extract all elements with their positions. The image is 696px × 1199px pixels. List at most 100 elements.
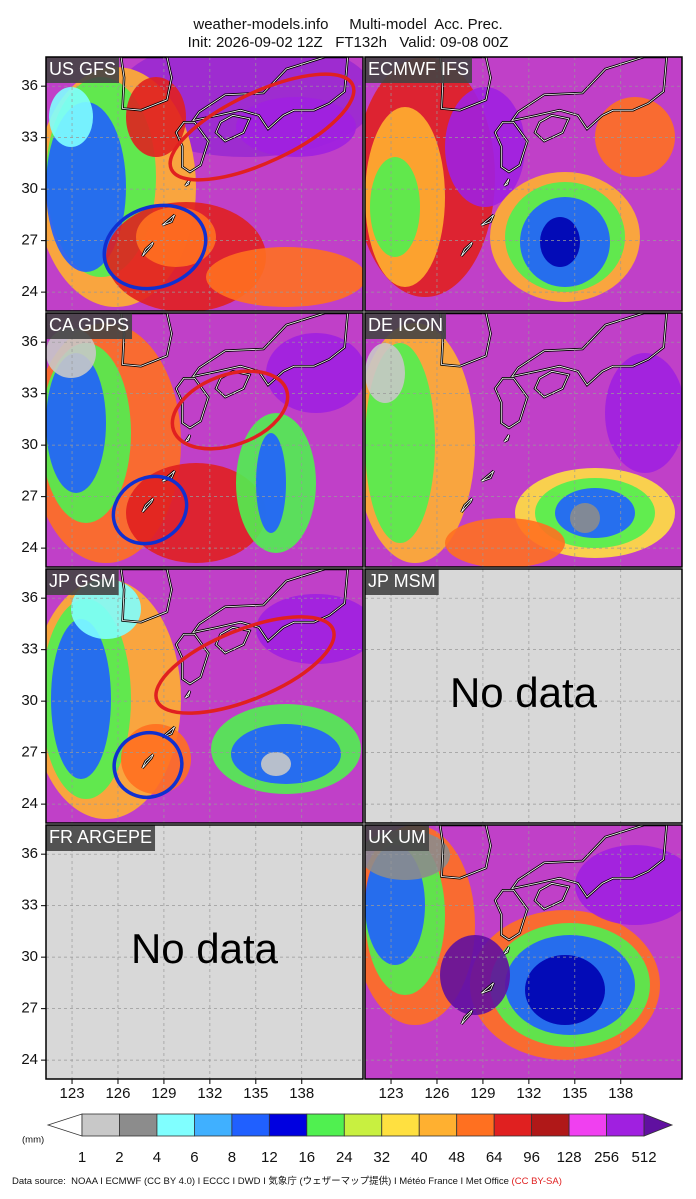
map-panel: UK UM 123 126 129 132 135 138 xyxy=(364,824,683,1102)
y-tick-label: 24 xyxy=(21,795,38,812)
colorbar-label: 32 xyxy=(373,1149,390,1166)
colorbar-label: 40 xyxy=(411,1149,428,1166)
precip-area xyxy=(370,157,420,257)
y-tick-label: 36 xyxy=(21,589,38,606)
colorbar-unit: (mm) xyxy=(22,1135,44,1146)
precip-area xyxy=(261,752,291,776)
coastline-halo xyxy=(439,825,491,879)
coastline-halo xyxy=(185,434,191,443)
panel-label-bg xyxy=(46,57,120,83)
panel-label: JP GSM xyxy=(49,571,116,591)
panel-label: UK UM xyxy=(368,827,426,847)
panel-content: US GFS xyxy=(46,57,363,311)
y-tick-label: 36 xyxy=(21,333,38,350)
field-base xyxy=(365,569,682,823)
precip-area xyxy=(525,955,605,1025)
x-tick-label: 138 xyxy=(608,1085,633,1102)
y-tick-label: 33 xyxy=(21,897,38,914)
panel-label: FR ARGEPE xyxy=(49,827,152,847)
panel-border xyxy=(45,56,364,312)
colorbar-bin xyxy=(343,1113,383,1137)
map-panel: CA GDPS 36 33 30 27 24 xyxy=(21,312,364,568)
coastline-halo xyxy=(142,498,154,513)
highlight-oval xyxy=(102,203,208,291)
coastline-halo xyxy=(185,178,191,187)
y-tick-label: 30 xyxy=(21,436,38,453)
x-tick-label: 123 xyxy=(379,1085,404,1102)
panel-border xyxy=(45,568,364,824)
y-tick-label: 24 xyxy=(21,283,38,300)
precip-area xyxy=(126,77,186,157)
no-data-text: No data xyxy=(450,669,598,716)
colorbar-label: 64 xyxy=(486,1149,503,1166)
coastline-halo xyxy=(534,370,570,398)
colorbar-label: 48 xyxy=(448,1149,465,1166)
coastline-halo xyxy=(494,889,528,941)
x-tick-label: 132 xyxy=(516,1085,541,1102)
coastline-halo xyxy=(175,121,209,173)
highlight-oval xyxy=(154,615,336,715)
y-tick-label: 36 xyxy=(21,845,38,862)
map-panel: DE ICON xyxy=(364,312,683,568)
panel-border xyxy=(364,568,683,824)
panel-border xyxy=(364,56,683,312)
precip-area xyxy=(126,463,266,563)
map-panel: No data FR ARGEPE 36 33 30 27 24 123 126 129 132 13… xyxy=(21,824,364,1102)
y-tick-label: 36 xyxy=(21,77,38,94)
y-tick-label: 27 xyxy=(21,1000,38,1017)
colorbar-end xyxy=(643,1113,674,1137)
panel-border xyxy=(45,312,364,568)
coastline-halo xyxy=(461,1010,473,1025)
data-source: Data source: NOAA I ECMWF (CC BY 4.0) I … xyxy=(12,1175,562,1187)
precip-area xyxy=(236,97,356,157)
coastline-halo xyxy=(185,690,191,699)
panel-label: CA GDPS xyxy=(49,315,129,335)
coastline-halo xyxy=(120,569,172,623)
precip-area xyxy=(256,433,286,533)
precip-area xyxy=(49,87,93,147)
colorbar-label: 256 xyxy=(594,1149,619,1166)
precip-area xyxy=(595,97,675,177)
highlight-oval xyxy=(168,72,356,182)
panel-border xyxy=(364,312,683,568)
coastline-halo xyxy=(481,470,495,482)
colorbar-bin xyxy=(381,1113,420,1137)
panel-content: ECMWF IFS xyxy=(365,57,682,311)
panel-border xyxy=(45,824,364,1080)
panel-label-bg xyxy=(46,825,156,851)
coastline-halo xyxy=(162,726,176,738)
title: weather-models.info Multi-model Acc. Pre… xyxy=(192,16,502,33)
map-panel: No data JP MSM xyxy=(364,568,683,824)
panel-label: ECMWF IFS xyxy=(368,59,469,79)
x-tick-label: 126 xyxy=(424,1085,449,1102)
precip-area xyxy=(46,328,96,378)
colorbar-bin xyxy=(606,1113,645,1137)
y-tick-label: 30 xyxy=(21,180,38,197)
colorbar-bin xyxy=(194,1113,233,1137)
coastline-halo xyxy=(461,498,473,513)
y-tick-label: 24 xyxy=(21,539,38,556)
panel-label-bg xyxy=(365,569,439,595)
panel-content: UK UM xyxy=(365,825,682,1079)
colorbar-bin xyxy=(306,1113,345,1137)
colorbar-bin xyxy=(531,1113,570,1137)
x-tick-label: 138 xyxy=(289,1085,314,1102)
precip-area xyxy=(440,935,510,1015)
coastline-halo xyxy=(162,214,176,226)
precip-area xyxy=(46,353,106,493)
x-tick-label: 135 xyxy=(243,1085,268,1102)
panel-label-bg xyxy=(365,57,472,83)
precip-area xyxy=(256,594,363,664)
subtitle: Init: 2026-09-02 12Z FT132h Valid: 09-08… xyxy=(188,34,509,51)
coastline-halo xyxy=(494,377,528,429)
coastline-halo xyxy=(534,114,570,142)
coastline-halo xyxy=(511,313,668,386)
y-tick-label: 27 xyxy=(21,488,38,505)
precip-area xyxy=(570,503,600,533)
panel-label-bg xyxy=(46,313,133,339)
colorbar-label: 1 xyxy=(78,1149,86,1166)
coastline-halo xyxy=(215,370,251,398)
coastline-halo xyxy=(175,377,209,429)
coastline-halo xyxy=(481,214,495,226)
